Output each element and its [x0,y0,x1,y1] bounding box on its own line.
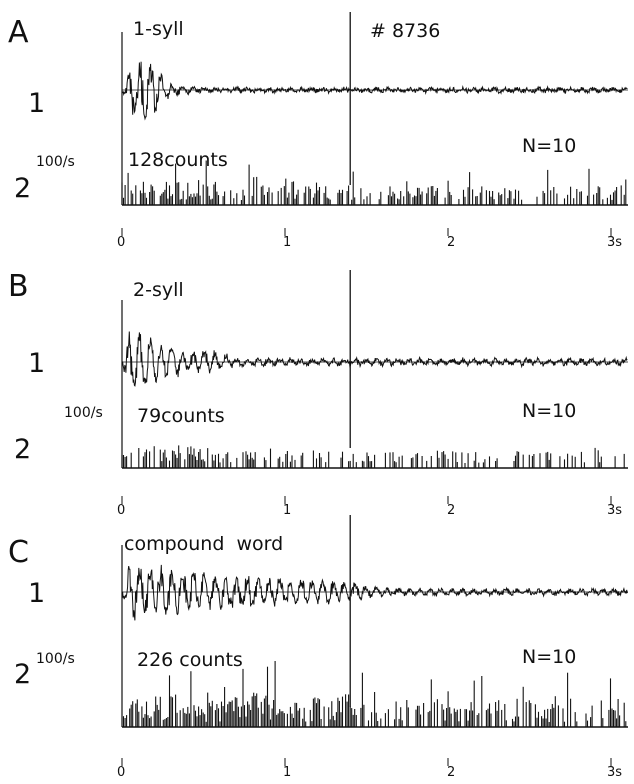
plot-marks [121,12,628,766]
x-tick-label: 2 [447,503,455,518]
x-tick-labels: 0 1 2 3s [117,503,622,518]
channel-1-label: 1 [28,578,45,609]
x-tick-label: 2 [447,765,455,780]
panel-a: A 1-syll 1 2 100/s 128counts N=10 0 1 2 … [8,15,622,250]
x-tick-label: 0 [117,503,125,518]
x-tick-labels: 0 1 2 3s [117,235,622,250]
x-tick-labels: 0 1 2 3s [117,765,622,780]
waveform-trace [121,61,628,121]
stimulus-label: 2-syll [133,279,184,301]
x-tick-label: 3s [607,765,622,780]
counts-label: 79counts [137,405,225,427]
x-tick-label: 3s [607,503,622,518]
x-tick-label: 0 [117,235,125,250]
x-tick-label: 1 [283,235,291,250]
counts-label: 128counts [128,149,228,171]
n-label: N=10 [522,135,576,157]
channel-2-label: 2 [14,659,31,690]
channel-1-label: 1 [28,88,45,119]
waveform-trace [121,564,628,621]
rate-scale-label: 100/s [36,154,75,170]
panel-b: B 2-syll 1 2 100/s 79counts N=10 0 1 2 3… [8,269,622,518]
stimulus-label: 1-syll [133,18,184,40]
x-tick-label: 2 [447,235,455,250]
rate-scale-label: 100/s [36,651,75,667]
panel-c: C compound word 1 2 100/s 226 counts N=1… [8,533,622,780]
x-tick-label: 1 [283,503,291,518]
counts-label: 226 counts [137,649,243,671]
stimulus-label: compound word [124,533,283,555]
panel-letter: B [8,269,29,304]
n-label: N=10 [522,646,576,668]
cell-id: # 8736 [370,20,440,42]
x-tick-label: 1 [283,765,291,780]
waveform-trace [121,331,628,387]
channel-2-label: 2 [14,434,31,465]
x-tick-label: 3s [607,235,622,250]
panel-letter: A [8,15,29,50]
panel-letter: C [8,535,29,570]
channel-1-label: 1 [28,348,45,379]
x-tick-label: 0 [117,765,125,780]
rate-scale-label: 100/s [64,405,103,421]
n-label: N=10 [522,400,576,422]
channel-2-label: 2 [14,173,31,204]
